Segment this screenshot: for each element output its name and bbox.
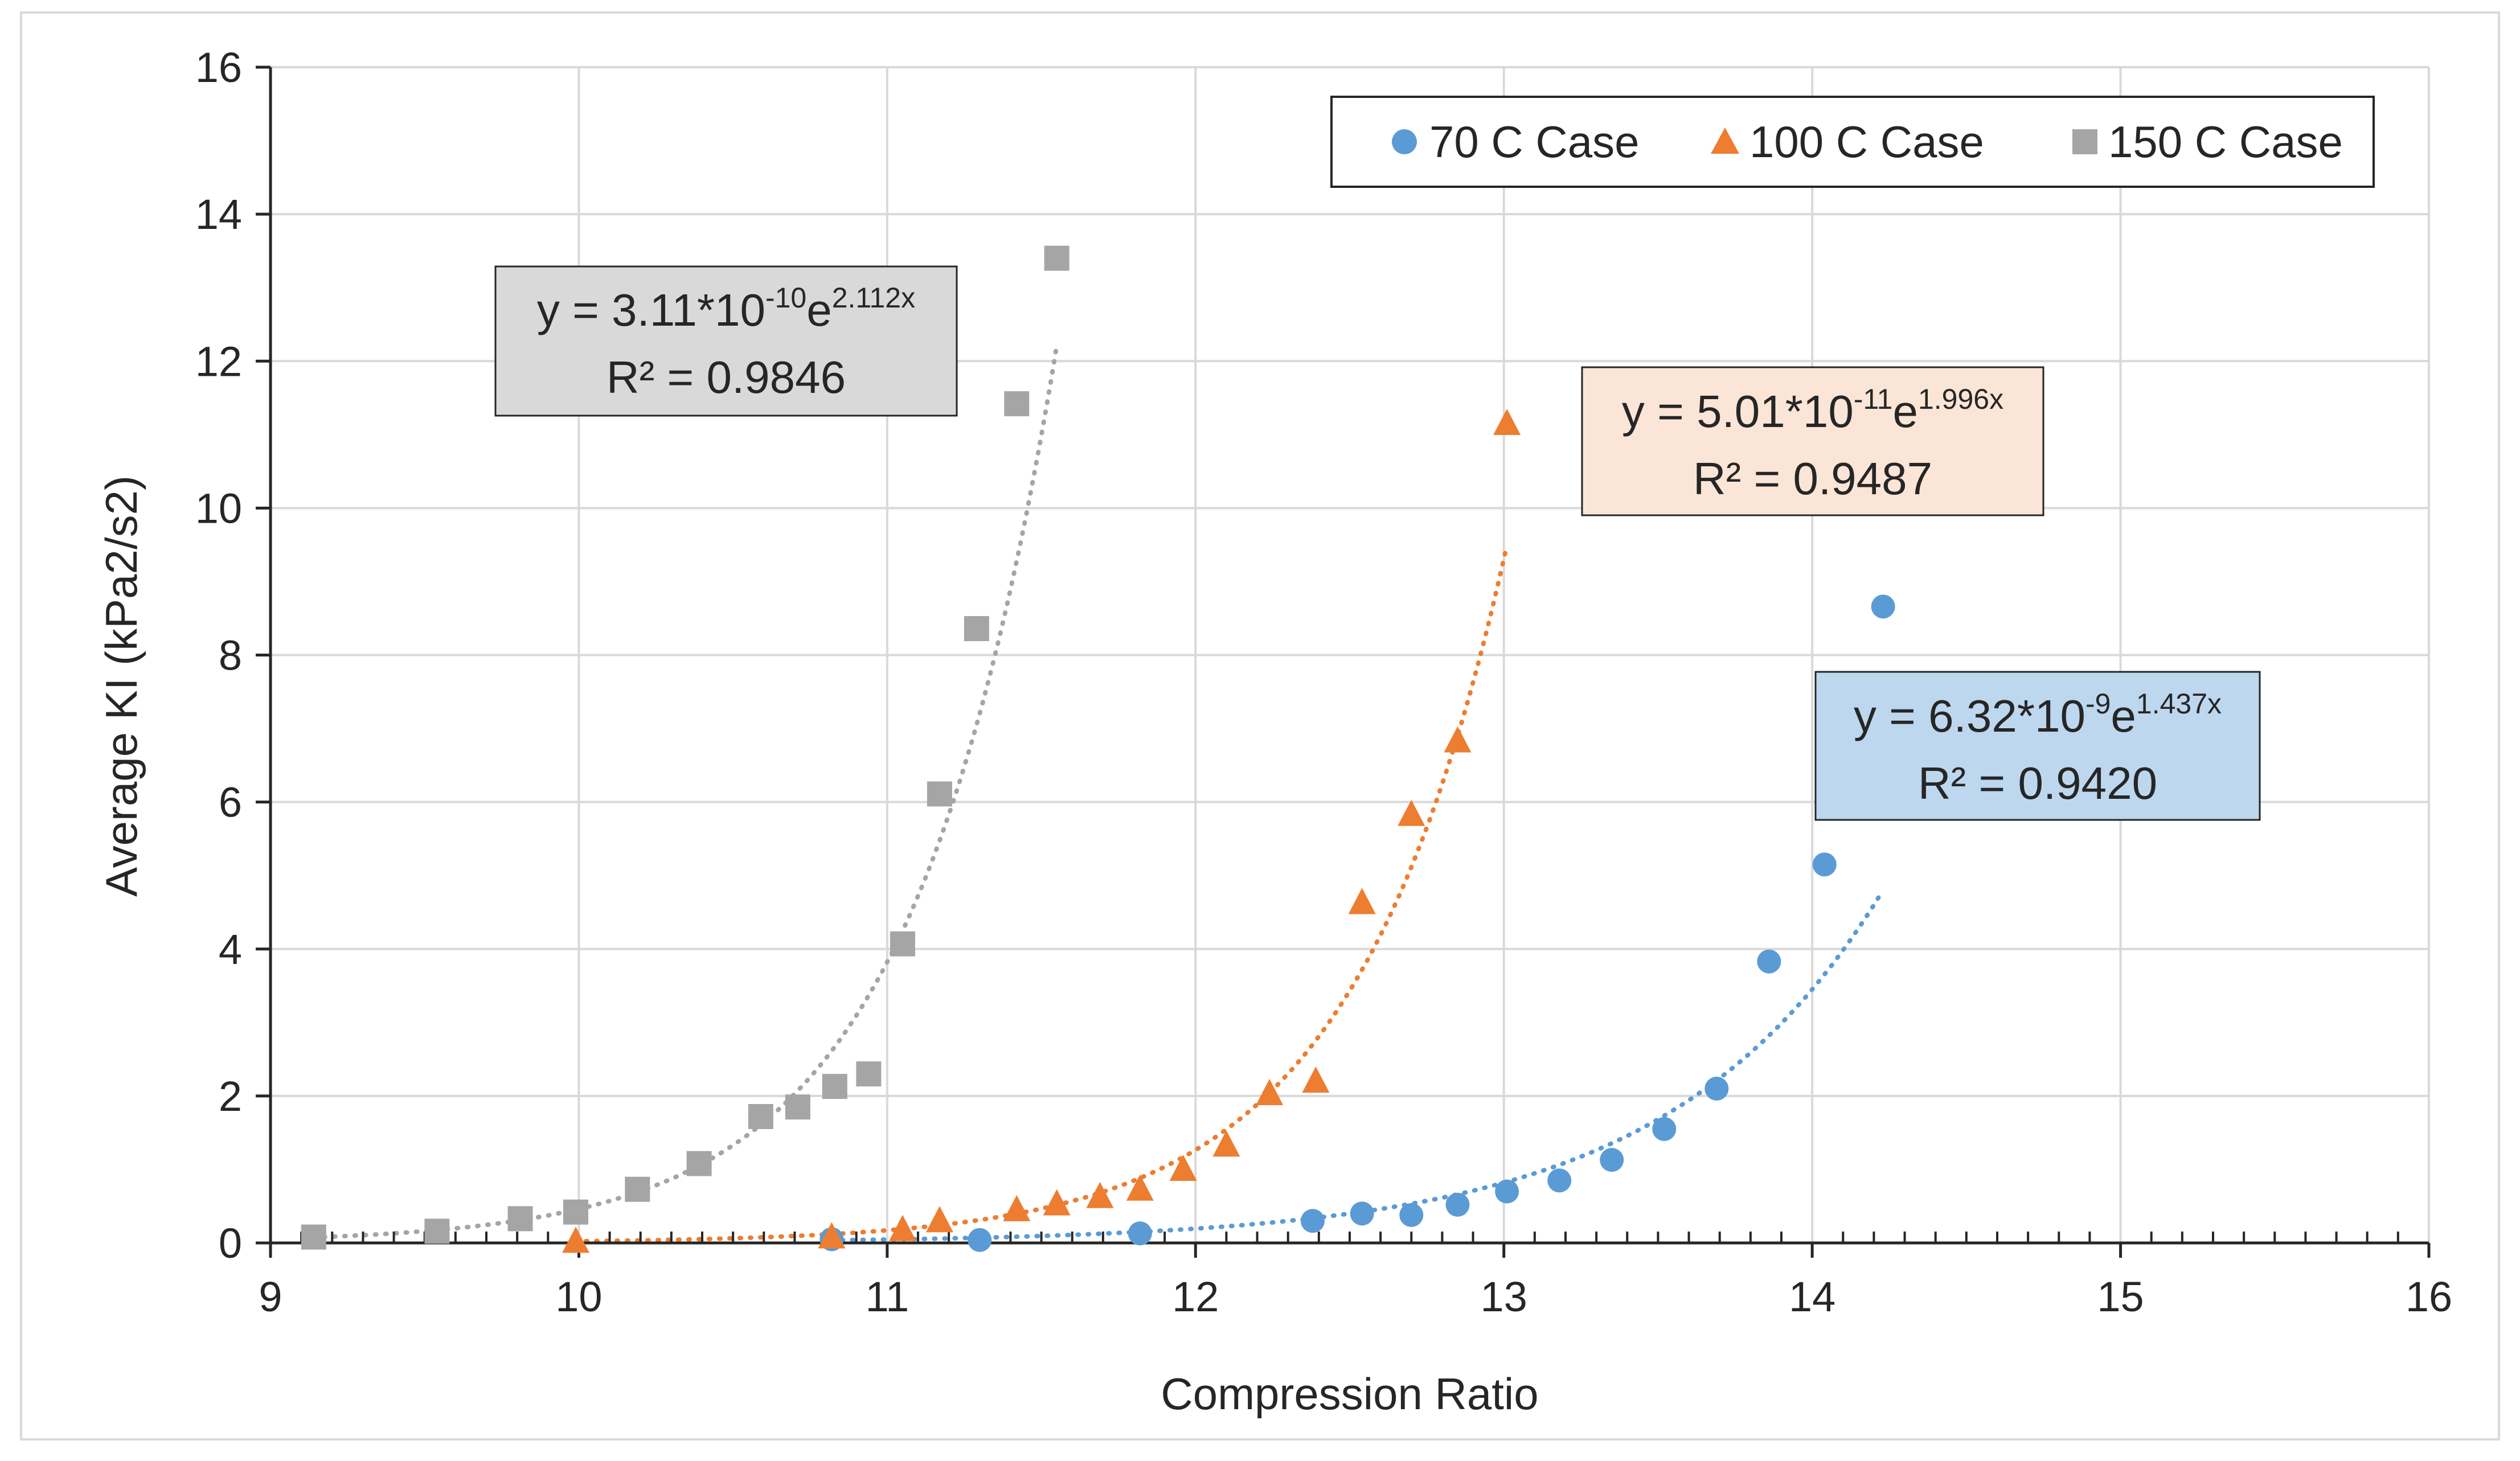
point-70-c-case — [968, 1228, 992, 1252]
point-70-c-case — [1600, 1148, 1624, 1172]
y-tick-label: 10 — [195, 485, 242, 532]
point-100-c-case — [1302, 1066, 1330, 1093]
data-points — [301, 245, 1895, 1253]
point-70-c-case — [1495, 1179, 1519, 1204]
point-150-c-case — [686, 1151, 712, 1176]
legend-marker-100c — [1711, 128, 1739, 154]
x-tick-label: 11 — [865, 1273, 909, 1320]
point-150-c-case — [748, 1104, 773, 1130]
point-100-c-case — [1043, 1189, 1071, 1216]
x-tick-label: 12 — [1172, 1273, 1219, 1320]
point-150-c-case — [1004, 391, 1030, 417]
point-70-c-case — [1812, 852, 1837, 877]
r-squared-70c: R² = 0.9420 — [1918, 758, 2157, 809]
equation-box-70c-bg — [1814, 671, 2261, 821]
trendline-70-c-case — [829, 888, 1886, 1243]
x-tick-label: 15 — [2097, 1273, 2144, 1320]
y-tick-label: 14 — [195, 191, 242, 238]
x-tick-label: 16 — [2406, 1273, 2452, 1320]
y-tick-label: 0 — [219, 1220, 242, 1267]
point-70-c-case — [1350, 1201, 1374, 1226]
point-100-c-case — [1086, 1181, 1114, 1208]
y-axis-title: Average KI (kPa2/s2) — [96, 475, 146, 897]
legend-marker-150c — [2072, 129, 2097, 154]
equation-150c: y = 3.11*10-10e2.112x — [537, 282, 915, 335]
point-100-c-case — [1256, 1079, 1284, 1106]
r-squared-100c: R² = 0.9487 — [1693, 453, 1932, 504]
equation-box-150c: y = 3.11*10-10e2.112x R² = 0.9846 — [494, 265, 958, 417]
x-tick-label: 14 — [1789, 1273, 1835, 1320]
equation-box-150c-bg — [494, 265, 958, 417]
point-70-c-case — [1547, 1168, 1572, 1193]
point-100-c-case — [1444, 726, 1472, 753]
equation-box-100c: y = 5.01*10-11e1.996x R² = 0.9487 — [1581, 366, 2044, 516]
y-tick-label: 8 — [219, 632, 242, 679]
point-150-c-case — [563, 1199, 589, 1225]
point-150-c-case — [507, 1206, 533, 1232]
x-tick-label: 13 — [1481, 1273, 1527, 1320]
legend-label-150c: 150 C Case — [2108, 117, 2343, 167]
trendline-100-c-case — [573, 543, 1510, 1244]
equation-70c: y = 6.32*10-9e1.437x — [1854, 688, 2222, 741]
point-100-c-case — [1003, 1195, 1031, 1221]
point-150-c-case — [1044, 245, 1070, 271]
point-150-c-case — [927, 781, 952, 807]
point-100-c-case — [818, 1222, 846, 1249]
y-tick-label: 6 — [219, 779, 242, 826]
y-tick-label: 4 — [219, 926, 242, 973]
legend: 70 C Case 100 C Case 150 C Case — [1330, 96, 2375, 188]
point-100-c-case — [888, 1214, 916, 1241]
equation-box-100c-bg — [1581, 366, 2044, 516]
r-squared-150c: R² = 0.9846 — [607, 352, 846, 403]
point-100-c-case — [1493, 408, 1521, 435]
y-tick-label: 12 — [195, 338, 242, 385]
point-100-c-case — [925, 1206, 953, 1233]
legend-box — [1330, 96, 2375, 188]
point-100-c-case — [562, 1226, 590, 1253]
point-70-c-case — [1757, 949, 1781, 974]
point-100-c-case — [1169, 1154, 1197, 1181]
y-tick-label: 16 — [195, 44, 242, 91]
point-150-c-case — [625, 1176, 650, 1202]
point-150-c-case — [424, 1218, 450, 1244]
point-150-c-case — [964, 616, 989, 642]
equation-box-70c: y = 6.32*10-9e1.437x R² = 0.9420 — [1814, 671, 2261, 821]
point-70-c-case — [1301, 1209, 1325, 1233]
point-100-c-case — [1348, 888, 1376, 914]
legend-label-70c: 70 C Case — [1429, 117, 1640, 167]
point-150-c-case — [301, 1224, 326, 1250]
point-70-c-case — [1128, 1221, 1152, 1246]
equation-100c: y = 5.01*10-11e1.996x — [1622, 383, 2003, 437]
point-70-c-case — [1704, 1076, 1729, 1101]
point-70-c-case — [1399, 1203, 1424, 1227]
point-70-c-case — [1652, 1117, 1677, 1141]
point-150-c-case — [822, 1074, 847, 1099]
point-150-c-case — [785, 1094, 810, 1120]
legend-label-100c: 100 C Case — [1749, 117, 1984, 167]
axes: 0 2 4 6 8 10 12 14 16 9 10 11 12 13 14 15 16 — [195, 44, 2452, 1320]
gridlines — [271, 66, 2430, 1243]
y-tick-label: 2 — [219, 1073, 242, 1120]
point-70-c-case — [1871, 594, 1895, 619]
point-100-c-case — [1126, 1174, 1154, 1201]
x-axis-title: Compression Ratio — [1161, 1369, 1538, 1419]
point-100-c-case — [1212, 1130, 1240, 1157]
point-150-c-case — [856, 1061, 882, 1087]
point-150-c-case — [890, 931, 915, 957]
x-tick-label: 10 — [555, 1273, 602, 1320]
point-70-c-case — [1445, 1192, 1470, 1217]
point-100-c-case — [1398, 799, 1425, 826]
legend-marker-70c — [1392, 129, 1417, 154]
x-tick-label: 9 — [259, 1273, 282, 1320]
